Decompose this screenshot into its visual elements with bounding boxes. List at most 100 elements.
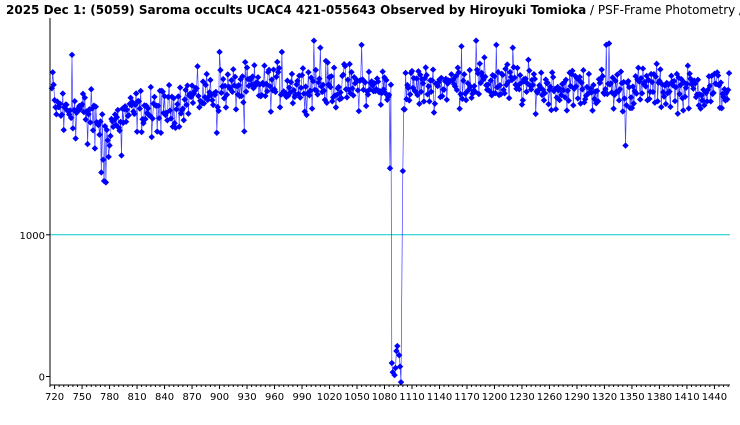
data-point [270, 66, 277, 73]
data-point [61, 104, 68, 111]
data-point [629, 83, 637, 90]
data-point [91, 145, 99, 152]
data-point [673, 70, 681, 78]
data-point [522, 75, 529, 82]
x-tick-label: 960 [265, 392, 284, 403]
data-point [546, 86, 553, 94]
x-tick-label: 870 [183, 392, 202, 403]
data-point [349, 85, 356, 92]
data-point [266, 83, 274, 90]
x-tick-label: 1230 [509, 392, 534, 403]
data-point [120, 119, 127, 126]
data-point [634, 76, 641, 83]
data-point [165, 81, 173, 89]
data-point [166, 107, 174, 114]
data-point [379, 68, 386, 75]
data-point [581, 99, 588, 106]
data-point [510, 63, 517, 71]
data-point [193, 85, 200, 92]
data-point [395, 352, 403, 359]
data-point [56, 100, 64, 107]
data-point [265, 66, 273, 74]
data-point [377, 101, 385, 108]
data-point [70, 106, 78, 114]
data-point [155, 114, 163, 122]
data-point [703, 98, 711, 105]
data-point [317, 44, 324, 51]
data-point [628, 104, 636, 112]
data-point [157, 129, 165, 136]
x-tick-label: 1140 [427, 392, 452, 403]
data-point [717, 79, 725, 86]
data-point [631, 87, 638, 95]
data-point [344, 76, 352, 83]
data-point [362, 79, 369, 86]
data-point [102, 179, 110, 186]
data-point [203, 70, 210, 78]
data-point [111, 111, 119, 118]
data-point [521, 78, 528, 85]
data-point [112, 121, 120, 129]
data-point [657, 66, 664, 73]
data-point [245, 82, 253, 90]
data-point [241, 128, 248, 135]
data-point [560, 79, 568, 86]
data-point [594, 98, 602, 105]
data-point [306, 92, 313, 99]
data-point [615, 97, 623, 104]
data-point [697, 105, 704, 112]
data-point [617, 68, 625, 75]
data-point [177, 110, 185, 117]
data-point [692, 93, 700, 101]
x-tick-label: 1410 [674, 392, 699, 403]
data-point [570, 102, 577, 109]
x-tick-label: 1080 [372, 392, 397, 403]
data-point [589, 107, 596, 114]
chart-title-main: 2025 Dec 1: (5059) Saroma occults UCAC4 … [6, 3, 587, 17]
data-point [552, 105, 560, 113]
data-point [662, 100, 670, 108]
data-point [332, 104, 340, 111]
data-point [428, 88, 435, 95]
data-point [462, 96, 470, 104]
data-point [138, 128, 145, 136]
data-point [171, 120, 178, 127]
data-point [582, 92, 590, 99]
data-point [319, 81, 327, 89]
data-point [97, 118, 104, 125]
data-point [669, 82, 677, 89]
data-point [118, 152, 125, 159]
x-tick-label: 780 [100, 392, 119, 403]
data-point [314, 91, 321, 98]
data-point [574, 95, 582, 102]
data-point [472, 37, 480, 44]
data-point [630, 100, 637, 107]
data-point [605, 40, 613, 47]
data-point [517, 79, 525, 87]
data-point [272, 88, 279, 96]
data-point [475, 90, 483, 98]
data-point [50, 81, 57, 88]
data-point [103, 126, 111, 134]
data-point [671, 97, 679, 105]
data-point [514, 64, 521, 72]
data-point [658, 81, 666, 88]
data-point [354, 87, 362, 94]
data-point [309, 77, 317, 85]
data-point [506, 68, 514, 76]
data-point [667, 103, 674, 111]
x-tick-label: 750 [73, 392, 92, 403]
data-point [297, 84, 305, 92]
data-point [402, 69, 409, 77]
data-point [299, 65, 307, 72]
x-tick-label: 720 [45, 392, 64, 403]
data-point [219, 83, 226, 90]
data-point [724, 86, 732, 94]
data-point [212, 88, 220, 96]
data-point [209, 101, 217, 109]
data-point [302, 83, 309, 90]
data-point [242, 58, 249, 66]
x-tick-label: 1290 [564, 392, 589, 403]
data-point [298, 71, 306, 79]
data-point [276, 104, 284, 111]
